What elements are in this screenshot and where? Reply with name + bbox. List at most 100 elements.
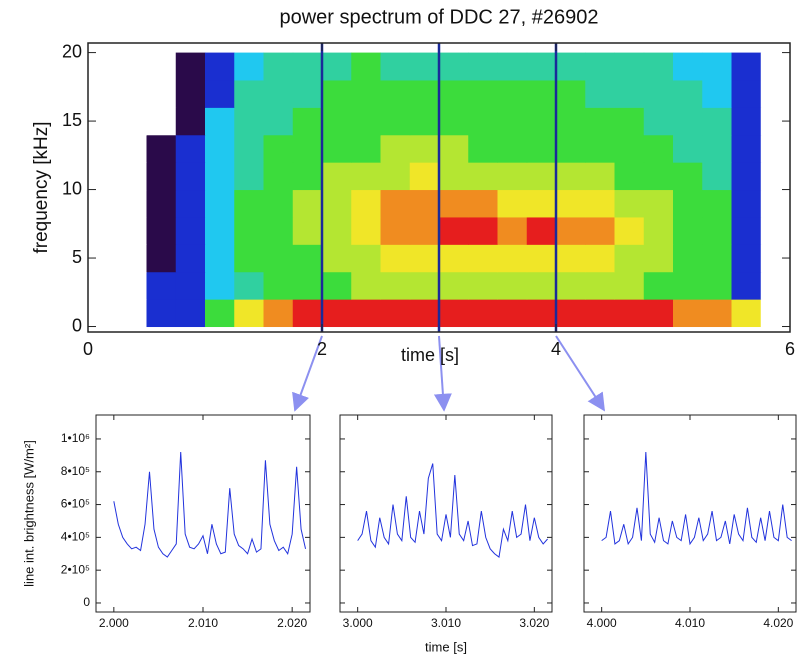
heat-cell xyxy=(556,189,586,218)
heat-cell xyxy=(205,271,235,300)
heat-cell xyxy=(643,189,674,218)
heat-cell xyxy=(439,52,469,81)
heat-cell xyxy=(351,107,381,136)
heat-cell xyxy=(439,79,469,108)
heat-cell xyxy=(497,52,528,81)
heat-cell xyxy=(146,216,177,245)
heat-cell xyxy=(468,107,498,136)
heat-cell xyxy=(673,134,703,163)
arrow xyxy=(555,335,605,412)
heat-cell xyxy=(760,79,790,108)
heat-cell xyxy=(380,244,411,273)
heat-cell xyxy=(468,271,498,300)
heat-cell xyxy=(380,134,411,163)
heat-cell xyxy=(556,79,586,108)
heat-cell xyxy=(731,271,762,300)
heat-cell xyxy=(88,79,118,108)
heat-cell xyxy=(409,244,440,273)
heat-cell xyxy=(614,162,645,191)
heat-cell xyxy=(643,107,674,136)
heat-cell xyxy=(439,134,469,163)
heat-cell xyxy=(88,299,118,328)
y-tick-label: 6•10⁵ xyxy=(61,497,90,511)
heat-cell xyxy=(263,189,294,218)
heat-cell xyxy=(702,52,732,81)
heat-cell xyxy=(673,52,703,81)
heat-cell xyxy=(409,216,440,245)
y-tick-label: 1•10⁶ xyxy=(61,431,90,445)
plot-area xyxy=(357,463,548,558)
heat-cell xyxy=(146,162,177,191)
heat-cell xyxy=(673,271,703,300)
heat-cell xyxy=(292,244,323,273)
heat-cell xyxy=(643,134,674,163)
heat-cell xyxy=(263,107,294,136)
heat-cell xyxy=(409,189,440,218)
heat-cell xyxy=(322,189,352,218)
heat-cell xyxy=(409,52,440,81)
heat-cell xyxy=(556,244,586,273)
heat-cell xyxy=(146,299,177,328)
x-tick-label: 6 xyxy=(785,339,795,359)
y-tick-label: 0 xyxy=(83,595,90,609)
heat-cell xyxy=(263,299,294,328)
heat-cell xyxy=(439,299,469,328)
heat-cell xyxy=(526,79,557,108)
heat-cell xyxy=(585,162,615,191)
heat-cell xyxy=(497,189,528,218)
heat-cell xyxy=(585,52,615,81)
heat-cell xyxy=(497,134,528,163)
y-tick-label: 4•10⁵ xyxy=(61,530,90,544)
heat-cell xyxy=(380,79,411,108)
heat-cell xyxy=(585,189,615,218)
heat-cell xyxy=(263,162,294,191)
heat-cell xyxy=(351,244,381,273)
heat-cell xyxy=(614,271,645,300)
heat-cell xyxy=(351,271,381,300)
heat-cell xyxy=(205,107,235,136)
heat-cell xyxy=(556,134,586,163)
x-tick-label: 2.010 xyxy=(188,616,218,630)
heat-cell xyxy=(117,216,147,245)
heat-cell xyxy=(117,107,147,136)
y-tick-label: 2•10⁵ xyxy=(61,562,90,576)
heat-cell xyxy=(380,107,411,136)
heat-cell xyxy=(585,107,615,136)
heat-cell xyxy=(292,79,323,108)
heat-cell xyxy=(497,107,528,136)
signal-line xyxy=(601,452,792,546)
heat-cell xyxy=(673,162,703,191)
heat-cell xyxy=(205,162,235,191)
heat-cell xyxy=(760,216,790,245)
heat-cell xyxy=(439,244,469,273)
heat-cell xyxy=(380,299,411,328)
y-tick-label: 8•10⁵ xyxy=(61,464,90,478)
heat-cell xyxy=(88,216,118,245)
heat-cell xyxy=(88,271,118,300)
x-tick-label: 3.020 xyxy=(519,616,549,630)
heat-cell xyxy=(263,271,294,300)
heat-cell xyxy=(760,52,790,81)
heat-cell xyxy=(263,216,294,245)
heat-cell xyxy=(205,189,235,218)
heat-cell xyxy=(351,52,381,81)
heat-cell xyxy=(409,79,440,108)
x-tick-label: 4 xyxy=(551,339,561,359)
heat-cell xyxy=(702,216,732,245)
heat-cell xyxy=(526,271,557,300)
heat-cell xyxy=(322,79,352,108)
heat-cell xyxy=(731,216,762,245)
heat-cell xyxy=(614,216,645,245)
heat-cell xyxy=(205,79,235,108)
signal-line xyxy=(357,463,548,558)
heat-cell xyxy=(234,134,264,163)
heat-cell xyxy=(643,216,674,245)
heat-cell xyxy=(439,189,469,218)
heat-cell xyxy=(380,162,411,191)
heat-cell xyxy=(351,189,381,218)
heat-cell xyxy=(468,52,498,81)
heat-cell xyxy=(322,162,352,191)
heat-cell xyxy=(234,244,264,273)
